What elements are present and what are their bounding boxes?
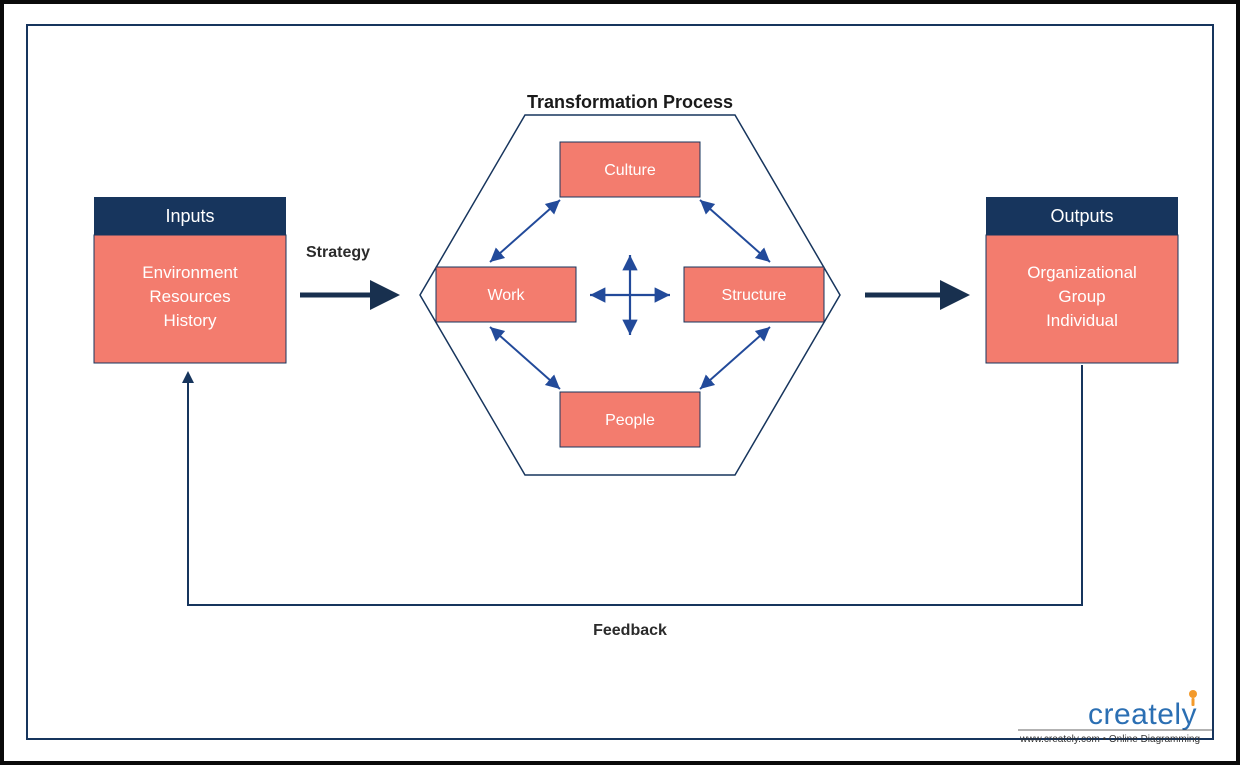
outputs-line-1: Organizational [1027, 263, 1137, 282]
diagram-canvas: Transformation Process Inputs Environmen… [0, 0, 1240, 765]
inputs-line-3: History [164, 311, 217, 330]
node-culture-label: Culture [604, 162, 656, 179]
logo-tagline: www.creately.com • Online Diagramming [1019, 734, 1200, 745]
creately-logo: creately www.creately.com • Online Diagr… [1018, 690, 1212, 745]
strategy-label: Strategy [306, 244, 370, 261]
node-people: People [560, 392, 700, 447]
outputs-line-2: Group [1058, 287, 1105, 306]
inputs-box: Inputs Environment Resources History [94, 197, 286, 363]
node-work-label: Work [487, 287, 525, 304]
outputs-header-label: Outputs [1050, 206, 1113, 226]
outputs-box: Outputs Organizational Group Individual [986, 197, 1178, 363]
inputs-line-2: Resources [149, 287, 230, 306]
hexagon-title: Transformation Process [527, 92, 733, 112]
node-people-label: People [605, 412, 655, 429]
outputs-line-3: Individual [1046, 311, 1118, 330]
node-work: Work [436, 267, 576, 322]
node-structure-label: Structure [722, 287, 787, 304]
inputs-header-label: Inputs [165, 206, 214, 226]
node-structure: Structure [684, 267, 824, 322]
feedback-label: Feedback [593, 622, 667, 639]
logo-text: creately [1088, 698, 1197, 731]
node-culture: Culture [560, 142, 700, 197]
inputs-line-1: Environment [142, 263, 238, 282]
